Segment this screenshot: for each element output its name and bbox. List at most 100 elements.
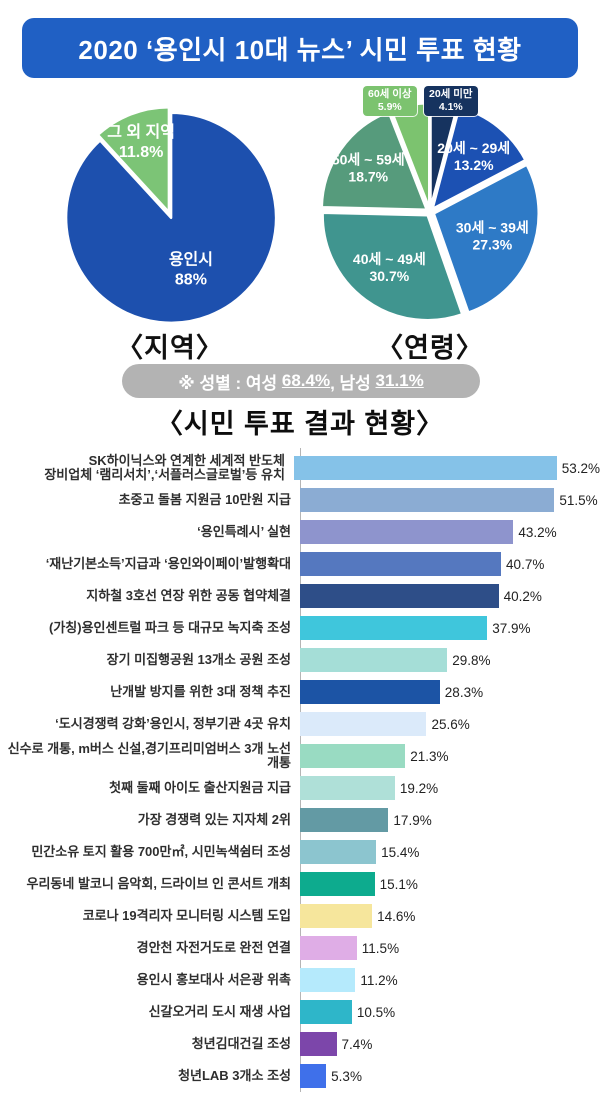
bar-category-label: 코로나 19격리자 모니터링 시스템 도입	[82, 907, 291, 923]
bar-value-label: 5.3%	[331, 1068, 362, 1084]
bar-track: 17.9%	[300, 808, 600, 832]
bar-track: 28.3%	[300, 680, 600, 704]
pie-slice	[432, 163, 540, 314]
bar-value-label: 37.9%	[492, 620, 531, 636]
bar-category-label: 장기 미집행공원 13개소 공원 조성	[106, 651, 291, 667]
bar-track: 11.5%	[300, 936, 600, 960]
pie-slice-label: 그 외 지역 11.8%	[107, 123, 175, 161]
bar-track: 53.2%	[293, 456, 600, 480]
bar-row: 청년김대건길 조성 7.4%	[0, 1028, 600, 1060]
bar-track: 51.5%	[300, 488, 600, 512]
bar	[300, 1032, 337, 1056]
bar-row: 장기 미집행공원 13개소 공원 조성 29.8%	[0, 644, 600, 676]
bar-value-label: 40.2%	[503, 588, 542, 604]
bar-value-label: 17.9%	[393, 812, 432, 828]
bar-category-label: ‘도시경쟁력 강화’용인시, 정부기관 4곳 유치	[55, 715, 291, 731]
bar-category-label: 신갈오거리 도시 재생 사업	[148, 1003, 291, 1019]
gender-note-separator: , 남성	[330, 373, 376, 393]
bar-track: 5.3%	[300, 1064, 600, 1088]
bar-row: 용인시 홍보대사 서은광 위촉 11.2%	[0, 964, 600, 996]
bar-category-label: 초중고 돌봄 지원금 10만원 지급	[118, 491, 291, 507]
bar-value-label: 7.4%	[341, 1036, 373, 1052]
bar-category-label: 청년LAB 3개소 조성	[178, 1067, 291, 1083]
bar-category-label: 난개발 방지를 위한 3대 정책 추진	[110, 683, 291, 699]
bar-track: 11.2%	[300, 968, 600, 992]
bar-track: 7.4%	[300, 1032, 600, 1056]
bar-value-label: 11.2%	[360, 972, 398, 988]
bar	[300, 648, 448, 672]
bar-value-label: 53.2%	[561, 460, 600, 476]
bar	[300, 712, 427, 736]
pie-slice-label: 용인시 88%	[169, 251, 213, 289]
bar-value-label: 28.3%	[444, 684, 484, 700]
bar-row: 민간소유 토지 활용 700만㎡, 시민녹색쉼터 조성 15.4%	[0, 836, 600, 868]
bar	[300, 840, 377, 864]
age-pie-chart: 20세 ~ 29세 13.2% 30세 ~ 39세 27.3% 40세 ~ 49세 30.…	[320, 101, 540, 322]
bar-value-label: 19.2%	[399, 780, 439, 796]
bar-value-label: 43.2%	[518, 524, 557, 540]
bar-track: 15.4%	[300, 840, 600, 864]
chip-label: 60세 이상	[368, 88, 412, 100]
bar-row: 청년LAB 3개소 조성 5.3%	[0, 1060, 600, 1092]
bar-row: ‘도시경쟁력 강화’용인시, 정부기관 4곳 유치 25.6%	[0, 708, 600, 740]
bar-category-label: 우리동네 발코니 음악회, 드라이브 인 콘서트 개최	[26, 875, 291, 891]
bar-track: 40.7%	[300, 552, 600, 576]
bar-category-label: 청년김대건길 조성	[191, 1035, 291, 1051]
bar-row: (가칭)용인센트럴 파크 등 대규모 녹지축 조성 37.9%	[0, 612, 600, 644]
bar	[300, 616, 488, 640]
bar-track: 37.9%	[300, 616, 600, 640]
bar-value-label: 15.4%	[381, 844, 420, 860]
pie-slice-label: 40세 ~ 49세 30.7%	[353, 251, 426, 284]
bar-category-label: SK하이닉스와 연계한 세계적 반도체 장비업체 ‘램리서치’,‘서플러스글로벌…	[44, 452, 285, 482]
bar	[300, 1064, 327, 1088]
bar-row: 지하철 3호선 연장 위한 공동 협약체결 40.2%	[0, 580, 600, 612]
bar-value-label: 21.3%	[410, 748, 449, 764]
bar	[300, 872, 375, 896]
bar-category-label: ‘용인특례시’ 실현	[197, 523, 291, 539]
bar-row: ‘용인특례시’ 실현 43.2%	[0, 516, 600, 548]
bar-value-label: 51.5%	[559, 492, 598, 508]
bar-value-label: 15.1%	[379, 876, 418, 892]
bar-category-label: 가장 경쟁력 있는 지자체 2위	[137, 811, 291, 827]
age-chip-60-plus: 60세 이상 5.9%	[363, 86, 417, 117]
bar	[300, 808, 389, 832]
chip-value: 5.9%	[377, 101, 402, 114]
bar-value-label: 40.7%	[506, 556, 545, 572]
bar-track: 14.6%	[300, 904, 600, 928]
page-title: 2020 ‘용인시 10대 뉴스’ 시민 투표 현황	[78, 34, 522, 65]
pie-slice-label: 30세 ~ 39세 27.3%	[456, 220, 529, 253]
bar-row: ‘재난기본소득’지급과 ‘용인와이페이’발행확대 40.7%	[0, 548, 600, 580]
bar-value-label: 10.5%	[356, 1004, 396, 1020]
bar-track: 25.6%	[300, 712, 600, 736]
gender-male-pct: 31.1%	[375, 371, 424, 390]
bar	[300, 744, 406, 768]
region-pie-caption: 〈지역〉	[116, 333, 224, 363]
bar	[300, 520, 514, 544]
bar-track: 43.2%	[300, 520, 600, 544]
bar-category-label: 경안천 자전거도로 완전 연결	[136, 939, 291, 955]
bar	[300, 488, 555, 512]
bar-chart: SK하이닉스와 연계한 세계적 반도체 장비업체 ‘램리서치’,‘서플러스글로벌…	[0, 452, 600, 1092]
bar-row: 신수로 개통, m버스 신설,경기프리미엄버스 3개 노선 개통 21.3%	[0, 740, 600, 772]
bar-category-label: 민간소유 토지 활용 700만㎡, 시민녹색쉼터 조성	[31, 843, 291, 859]
age-pie-caption: 〈연령〉	[376, 333, 484, 363]
bar	[300, 680, 440, 704]
bar	[300, 904, 373, 928]
pie-slice-label: 50세 ~ 59세 18.7%	[332, 152, 405, 185]
pie-slice	[321, 211, 464, 322]
bar	[300, 584, 499, 608]
bar	[293, 456, 557, 480]
bar-value-label: 14.6%	[377, 908, 416, 924]
bar-row: 신갈오거리 도시 재생 사업 10.5%	[0, 996, 600, 1028]
region-pie-chart: 용인시 88% 그 외 지역 11.8%	[64, 105, 278, 325]
bar-category-label: 용인시 홍보대사 서은광 위촉	[136, 971, 291, 987]
pie-slice	[96, 105, 171, 214]
pie-slice-label: 20세 ~ 29세 13.2%	[437, 140, 510, 173]
bar-track: 40.2%	[300, 584, 600, 608]
bar-category-label: ‘재난기본소득’지급과 ‘용인와이페이’발행확대	[45, 555, 291, 571]
bar	[300, 1000, 352, 1024]
title-banner: 2020 ‘용인시 10대 뉴스’ 시민 투표 현황	[22, 18, 578, 78]
bar-row: 가장 경쟁력 있는 지자체 2위 17.9%	[0, 804, 600, 836]
bar-row: 경안천 자전거도로 완전 연결 11.5%	[0, 932, 600, 964]
bar-category-label: 지하철 3호선 연장 위한 공동 협약체결	[86, 587, 291, 603]
